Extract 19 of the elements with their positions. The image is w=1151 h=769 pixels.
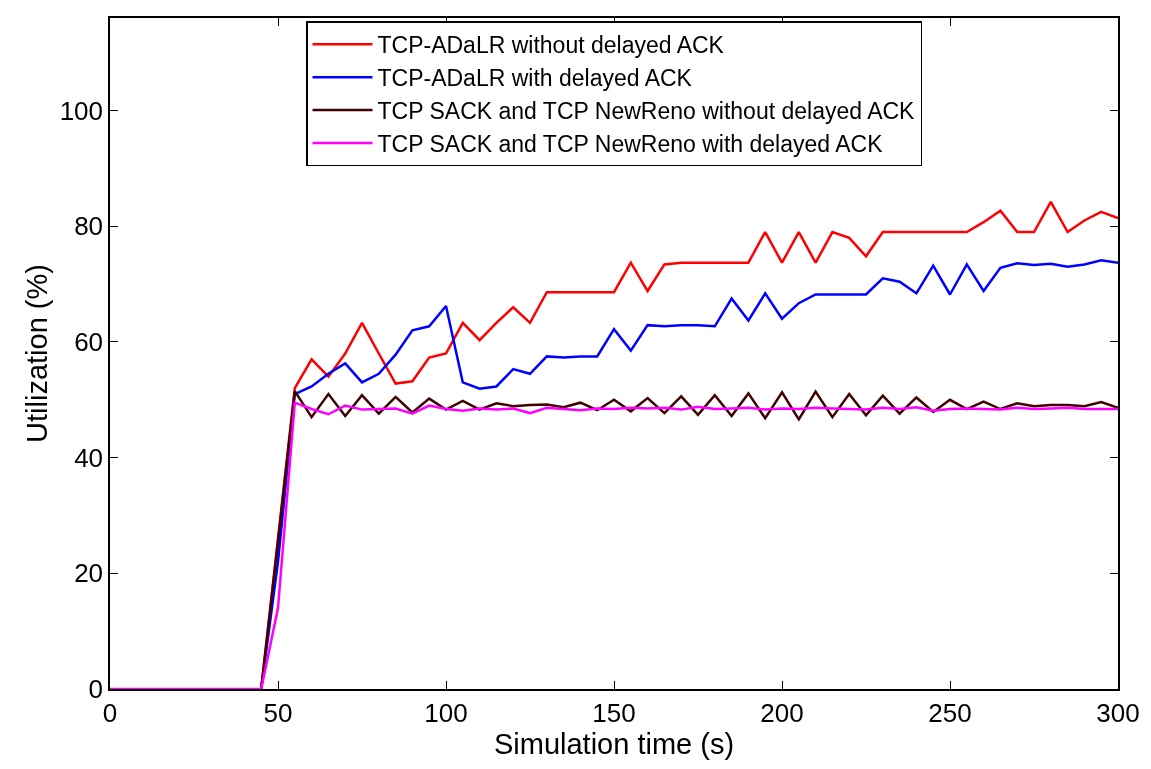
- y-tick-label: 80: [74, 211, 104, 242]
- x-tick-label: 300: [1096, 697, 1140, 728]
- legend-label: TCP SACK and TCP NewReno without delayed ACK: [377, 98, 916, 125]
- y-tick-label: 40: [74, 442, 104, 473]
- x-tick-label: 50: [263, 697, 293, 728]
- legend-label: TCP SACK and TCP NewReno with delayed ACK: [377, 130, 884, 157]
- x-tick-label: 250: [928, 697, 972, 728]
- legend-label: TCP-ADaLR without delayed ACK: [377, 32, 725, 59]
- y-axis-title: Utilization (%): [20, 264, 53, 443]
- x-tick-label: 100: [424, 697, 468, 728]
- y-tick-label: 60: [74, 327, 104, 358]
- x-axis-title: Simulation time (s): [493, 727, 735, 760]
- line-series: [110, 401, 1118, 689]
- y-tick-label: 0: [88, 674, 104, 705]
- legend-label: TCP-ADaLR with delayed ACK: [377, 65, 693, 92]
- y-tick-label: 20: [74, 558, 104, 589]
- x-tick-label: 200: [760, 697, 804, 728]
- x-tick-label: 150: [592, 697, 636, 728]
- y-tick-label: 100: [59, 95, 104, 126]
